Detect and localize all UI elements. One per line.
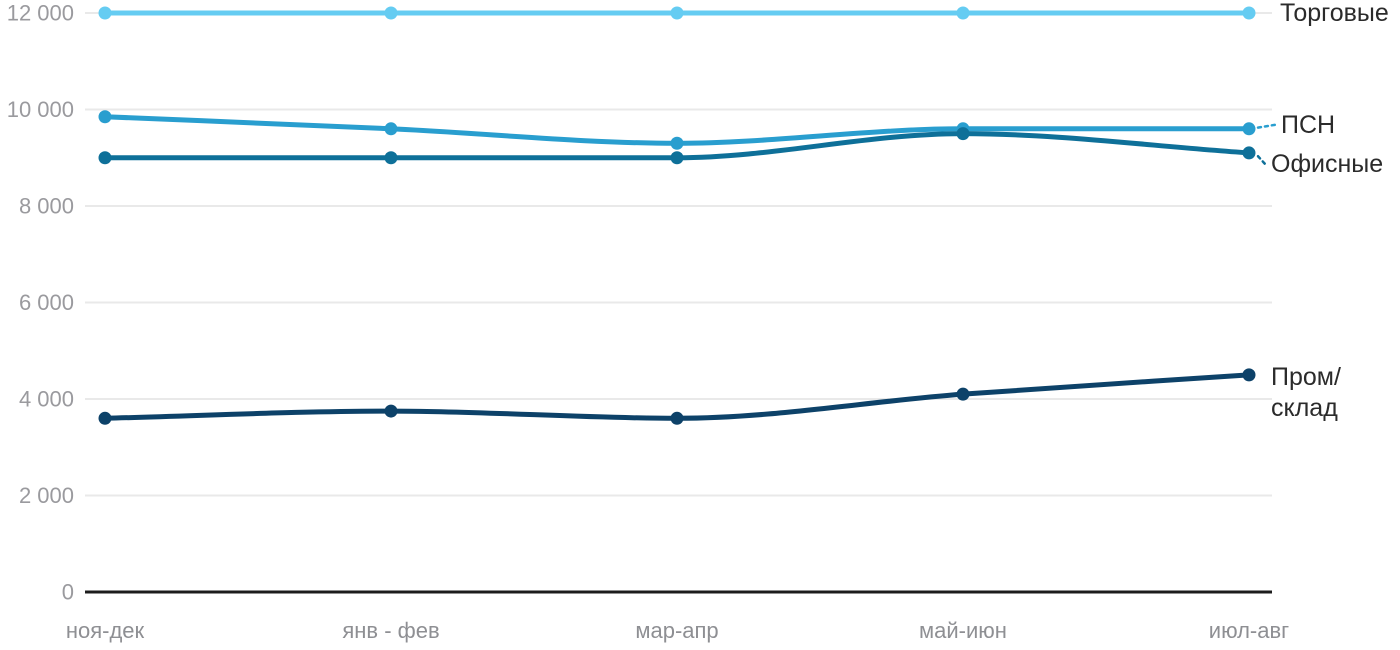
series-2-point	[384, 151, 398, 165]
series-3-label: Пром/	[1271, 363, 1341, 391]
series-0-point	[956, 6, 970, 20]
series-2-label: Офисные	[1271, 150, 1383, 178]
x-tick-label: ноя-дек	[66, 618, 145, 643]
series-1-label: ПСН	[1281, 111, 1335, 139]
series-1-leader-dash	[1256, 123, 1277, 129]
y-tick-label: 2 000	[19, 483, 74, 508]
y-tick-label: 12 000	[7, 1, 74, 26]
series-0-label: Торговые	[1280, 0, 1389, 27]
series-0-point	[98, 6, 112, 20]
series-3-point	[670, 411, 684, 425]
series-2-point	[98, 151, 112, 165]
leader-dashes	[1256, 123, 1277, 166]
y-tick-label: 0	[62, 580, 74, 605]
x-tick-label: мар-апр	[635, 618, 718, 643]
series-labels: Торговые ПСН Офисные Пром/склад	[1271, 0, 1389, 422]
x-tick-label: май-июн	[919, 618, 1007, 643]
x-tick-label: янв - фев	[342, 618, 439, 643]
series-1-point	[384, 122, 398, 136]
x-axis-labels: ноя-дек янв - фев мар-апр май-июн июл-авг	[66, 618, 1289, 643]
series-1-point	[98, 110, 112, 124]
x-tick-label: июл-авг	[1209, 618, 1289, 643]
series-3-point	[384, 404, 398, 418]
series-lines	[102, 10, 1252, 421]
series-3-point	[956, 387, 970, 401]
series-1-point	[1242, 122, 1256, 136]
y-tick-label: 10 000	[7, 97, 74, 122]
y-tick-label: 8 000	[19, 194, 74, 219]
series-0-point	[1242, 6, 1256, 20]
series-0-point	[670, 6, 684, 20]
series-2-point	[956, 127, 970, 141]
series-3-point	[98, 411, 112, 425]
series-2-point	[670, 151, 684, 165]
y-axis-labels: 0 2 000 4 000 6 000 8 000 10 000 12 000	[7, 1, 74, 605]
series-1-point	[670, 136, 684, 150]
series-3-label: склад	[1271, 394, 1338, 422]
y-tick-label: 6 000	[19, 290, 74, 315]
y-tick-label: 4 000	[19, 387, 74, 412]
series-3-line	[102, 372, 1252, 421]
series-2-point	[1242, 146, 1256, 160]
series-3-point	[1242, 368, 1256, 382]
series-points	[98, 6, 1256, 425]
series-2-leader-dash	[1256, 154, 1267, 166]
series-0-point	[384, 6, 398, 20]
